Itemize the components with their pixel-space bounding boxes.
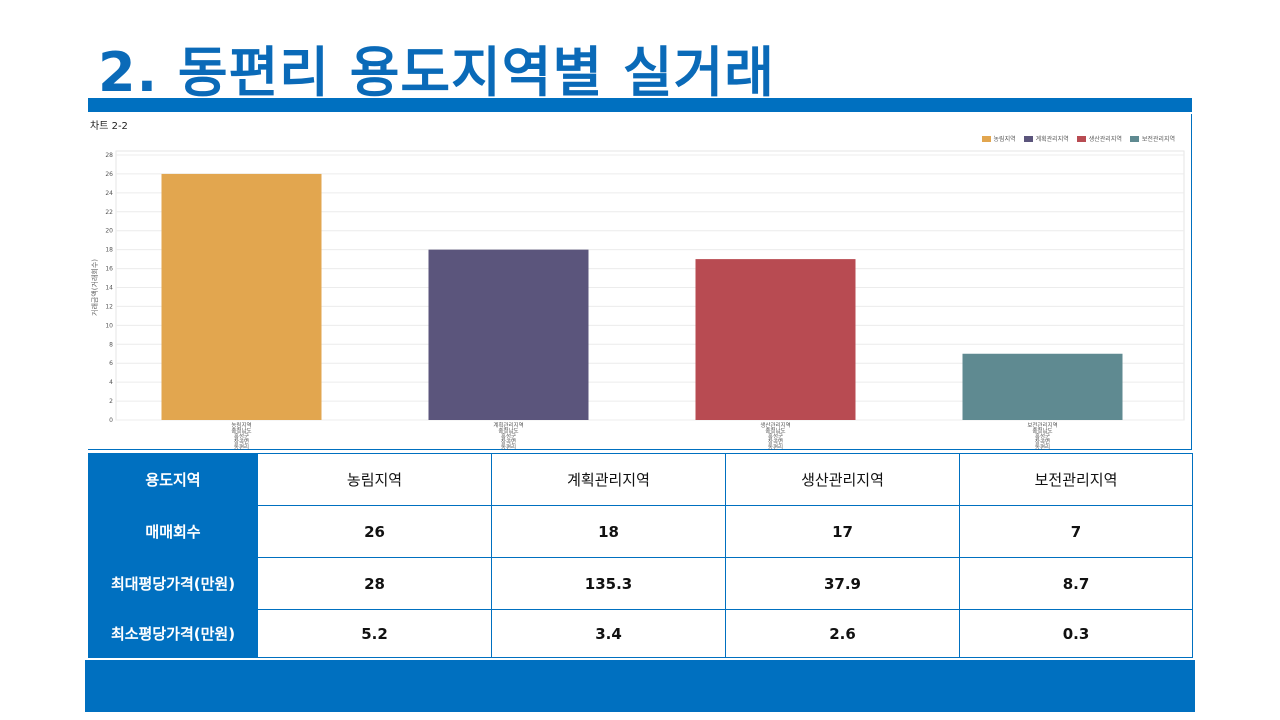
y-tick-label: 6 (109, 360, 113, 367)
table-row: 최대평당가격(만원) 28 135.3 37.9 8.7 (88, 557, 1193, 610)
legend-label: 농림지역 (993, 136, 1016, 143)
bar (695, 259, 856, 420)
table-header-row: 용도지역 농림지역 계획관리지역 생산관리지역 보전관리지역 (88, 453, 1193, 506)
table-column-header: 생산관리지역 (725, 453, 960, 506)
y-tick-label: 4 (109, 379, 113, 386)
y-tick-label: 0 (109, 417, 113, 424)
bar (428, 249, 589, 420)
x-tick-label: 홍성군 (234, 432, 249, 440)
x-tick-label: 생산관리지역 (760, 421, 790, 429)
y-tick-label: 8 (109, 341, 113, 348)
legend-swatch (1023, 135, 1033, 142)
table-column-header: 계획관리지역 (491, 453, 726, 506)
table-cell: 135.3 (491, 557, 726, 610)
table-cell: 5.2 (257, 609, 492, 658)
y-tick-label: 2 (109, 398, 113, 405)
table-cell: 18 (491, 505, 726, 558)
x-tick-label: 충청남도 (231, 427, 251, 435)
x-tick-label: 홍성군 (1035, 432, 1050, 440)
table-cell: 26 (257, 505, 492, 558)
x-tick-label: 동편리 (768, 443, 783, 450)
x-tick-label: 홍성군 (501, 432, 516, 440)
y-tick-label: 10 (105, 322, 113, 329)
table-column-header: 보전관리지역 (959, 453, 1193, 506)
chart-container: 차트 2-2 농림지역 계획관리지역 생산관리지역 보전관리지역 0 2 4 6 8 10 12 1… (88, 114, 1192, 450)
y-tick-label: 20 (105, 228, 113, 235)
x-tick-label: 홍성군 (768, 432, 783, 440)
x-tick-label: 장곡면 (1035, 438, 1050, 446)
table-cell: 7 (959, 505, 1193, 558)
legend-item: 계획관리지역 (1023, 134, 1069, 143)
y-tick-label: 14 (105, 285, 113, 292)
x-tick-label: 동편리 (501, 443, 516, 450)
table-header-label: 용도지역 (88, 453, 258, 506)
x-tick-label: 계획관리지역 (493, 421, 523, 429)
table-cell: 17 (725, 505, 960, 558)
x-tick-label: 충청남도 (765, 427, 785, 435)
legend-item: 생산관리지역 (1076, 134, 1122, 143)
table-column-header: 농림지역 (257, 453, 492, 506)
table-row-label: 최대평당가격(만원) (88, 557, 258, 610)
x-tick-label: 장곡면 (234, 438, 249, 446)
table-cell: 8.7 (959, 557, 1193, 610)
bar (962, 353, 1123, 420)
x-tick-label: 장곡면 (768, 438, 783, 446)
table-cell: 37.9 (725, 557, 960, 610)
footer-bar (85, 660, 1195, 712)
legend-item: 보전관리지역 (1129, 134, 1175, 143)
y-tick-label: 24 (105, 190, 113, 197)
legend-label: 생산관리지역 (1088, 136, 1122, 143)
y-tick-label: 16 (105, 266, 113, 273)
y-tick-label: 28 (105, 152, 113, 159)
y-tick-label: 22 (105, 209, 113, 216)
chart-legend: 농림지역 계획관리지역 생산관리지역 보전관리지역 (981, 134, 1175, 143)
legend-swatch (1129, 135, 1139, 142)
legend-label: 계획관리지역 (1035, 136, 1069, 143)
table-cell: 28 (257, 557, 492, 610)
data-table: 용도지역 농림지역 계획관리지역 생산관리지역 보전관리지역 매매회수 26 1… (88, 453, 1193, 658)
x-tick-label: 동편리 (1035, 443, 1050, 450)
x-tick-label: 보전관리지역 (1027, 421, 1057, 429)
x-tick-label: 농림지역 (231, 421, 251, 429)
legend-item: 농림지역 (981, 134, 1016, 143)
table-cell: 2.6 (725, 609, 960, 658)
y-axis-label: 거래금액(거래회수) (90, 259, 99, 316)
table-cell: 3.4 (491, 609, 726, 658)
y-tick-label: 12 (105, 303, 113, 310)
bar-chart: 0246810121416182022242628거래금액(거래회수)농림지역충… (90, 150, 1185, 450)
x-tick-label: 충청남도 (1032, 427, 1052, 435)
y-tick-label: 18 (105, 247, 113, 254)
legend-swatch (1076, 135, 1086, 142)
table-row: 매매회수 26 18 17 7 (88, 505, 1193, 558)
table-row-label: 매매회수 (88, 505, 258, 558)
table-row: 최소평당가격(만원) 5.2 3.4 2.6 0.3 (88, 609, 1193, 658)
x-tick-label: 충청남도 (498, 427, 518, 435)
y-tick-label: 26 (105, 171, 113, 178)
x-tick-label: 장곡면 (501, 438, 516, 446)
page-title: 2. 동편리 용도지역별 실거래 (98, 41, 775, 104)
legend-label: 보전관리지역 (1141, 136, 1175, 143)
table-row-label: 최소평당가격(만원) (88, 609, 258, 658)
legend-swatch (981, 135, 991, 142)
bar (161, 173, 322, 420)
title-underline-bar (88, 98, 1192, 112)
x-tick-label: 동편리 (234, 443, 249, 450)
table-cell: 0.3 (959, 609, 1193, 658)
chart-label: 차트 2-2 (90, 121, 128, 132)
